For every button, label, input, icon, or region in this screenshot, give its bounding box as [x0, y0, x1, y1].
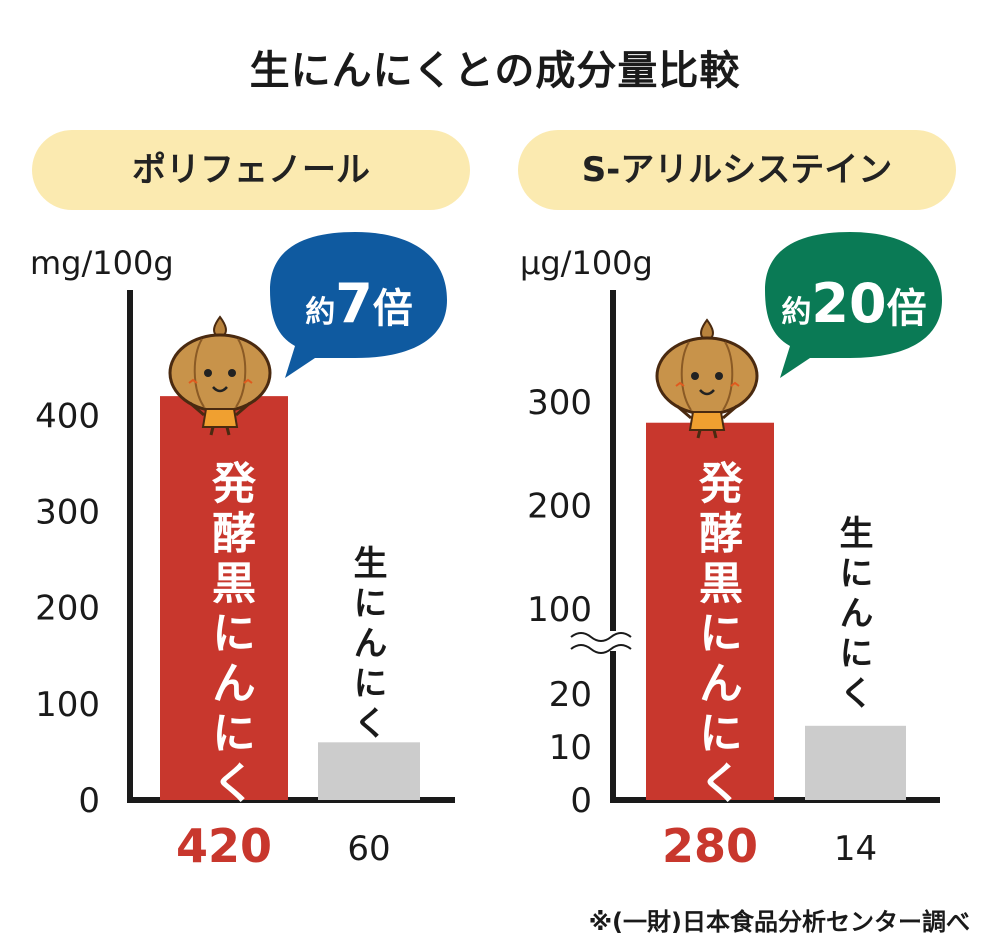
y-tick-label: 20	[549, 675, 592, 715]
y-tick-label: 300	[527, 383, 592, 423]
bar-fermented-black-garlic	[646, 422, 774, 800]
axis-break-mark	[570, 632, 632, 642]
source-note: ※(一財)日本食品分析センター調べ	[588, 908, 970, 936]
multiplier-text: 約20倍	[781, 272, 926, 335]
axis-break-mark	[570, 644, 632, 654]
y-tick-label: 200	[35, 589, 100, 629]
bar-raw-garlic	[805, 725, 906, 800]
value-label-raw: 60	[347, 829, 390, 869]
y-tick-label: 0	[78, 781, 100, 821]
garlic-mascot-icon	[655, 318, 759, 440]
value-label-fermented: 280	[662, 819, 758, 873]
unit-label-right: μg/100g	[520, 244, 653, 282]
value-label-fermented: 420	[176, 819, 272, 873]
y-tick-label: 200	[527, 487, 592, 527]
multiplier-text: 約7倍	[305, 272, 413, 335]
value-label-raw: 14	[834, 829, 877, 869]
chart-title: 生にんにくとの成分量比較	[249, 48, 741, 94]
bar-label-fermented: 発酵黒にんにく	[691, 460, 742, 810]
y-tick-label: 10	[549, 728, 592, 768]
multiplier-bubble	[765, 232, 942, 378]
y-tick-label: 300	[35, 493, 100, 533]
unit-label-left: mg/100g	[30, 244, 174, 282]
multiplier-bubble	[270, 232, 447, 378]
bar-raw-garlic	[318, 742, 420, 800]
panel-header-polyphenol: ポリフェノール	[32, 130, 470, 210]
y-tick-label: 100	[35, 685, 100, 725]
y-tick-label: 100	[527, 590, 592, 630]
bar-label-fermented: 発酵黒にんにく	[204, 460, 255, 810]
panel-header-sac: S-アリルシステイン	[518, 130, 956, 210]
bar-fermented-black-garlic	[160, 396, 288, 800]
y-tick-label: 0	[570, 781, 592, 821]
bar-label-raw: 生にんにく	[347, 545, 387, 745]
bar-label-raw: 生にんにく	[833, 515, 873, 715]
y-tick-label: 400	[35, 396, 100, 436]
